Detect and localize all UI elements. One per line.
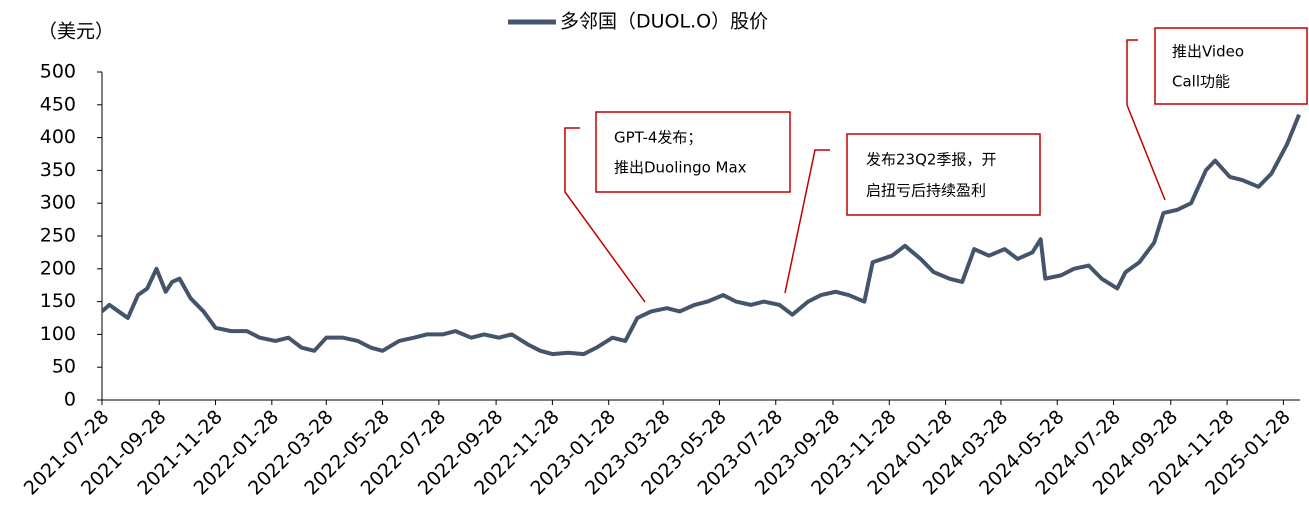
y-tick-label: 350: [40, 159, 76, 181]
annotation: 启扭亏后持续盈利: [866, 182, 986, 200]
y-tick-label: 100: [40, 323, 76, 345]
annotation-box: [1154, 27, 1308, 105]
y-axis-label: （美元）: [38, 21, 114, 43]
y-tick-label: 250: [40, 225, 76, 247]
annotation: GPT-4发布；: [614, 129, 702, 147]
callout-line: [784, 149, 830, 294]
y-tick-label: 50: [52, 356, 76, 378]
y-tick-label: 200: [40, 257, 76, 279]
callout-line: [1126, 39, 1166, 201]
annotation: Call功能: [1172, 73, 1230, 91]
y-tick-label: 0: [64, 389, 76, 411]
callouts: [564, 27, 1308, 303]
annotation-box: [595, 111, 791, 193]
annotation-box: [846, 133, 1041, 216]
y-tick-label: 300: [40, 192, 76, 214]
annotation: 推出Video: [1172, 43, 1244, 61]
annotation: 发布23Q2季报，开: [866, 151, 996, 169]
y-tick-label: 450: [40, 93, 76, 115]
legend-label: 多邻国（DUOL.O）股价: [560, 11, 768, 33]
y-tick-label: 150: [40, 290, 76, 312]
price-line: [100, 113, 1301, 357]
y-tick-label: 500: [40, 61, 76, 83]
y-tick-label: 400: [40, 126, 76, 148]
annotation: 推出Duolingo Max: [614, 159, 747, 177]
callout-line: [564, 127, 646, 303]
